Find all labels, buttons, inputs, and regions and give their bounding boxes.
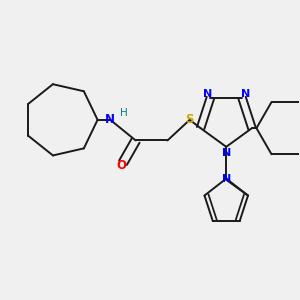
Text: N: N — [241, 89, 250, 99]
Text: S: S — [185, 113, 194, 126]
Text: H: H — [120, 108, 128, 118]
Text: N: N — [222, 148, 231, 158]
Text: N: N — [202, 89, 212, 99]
Text: N: N — [222, 174, 231, 184]
Text: O: O — [116, 159, 126, 172]
Text: N: N — [105, 113, 115, 126]
